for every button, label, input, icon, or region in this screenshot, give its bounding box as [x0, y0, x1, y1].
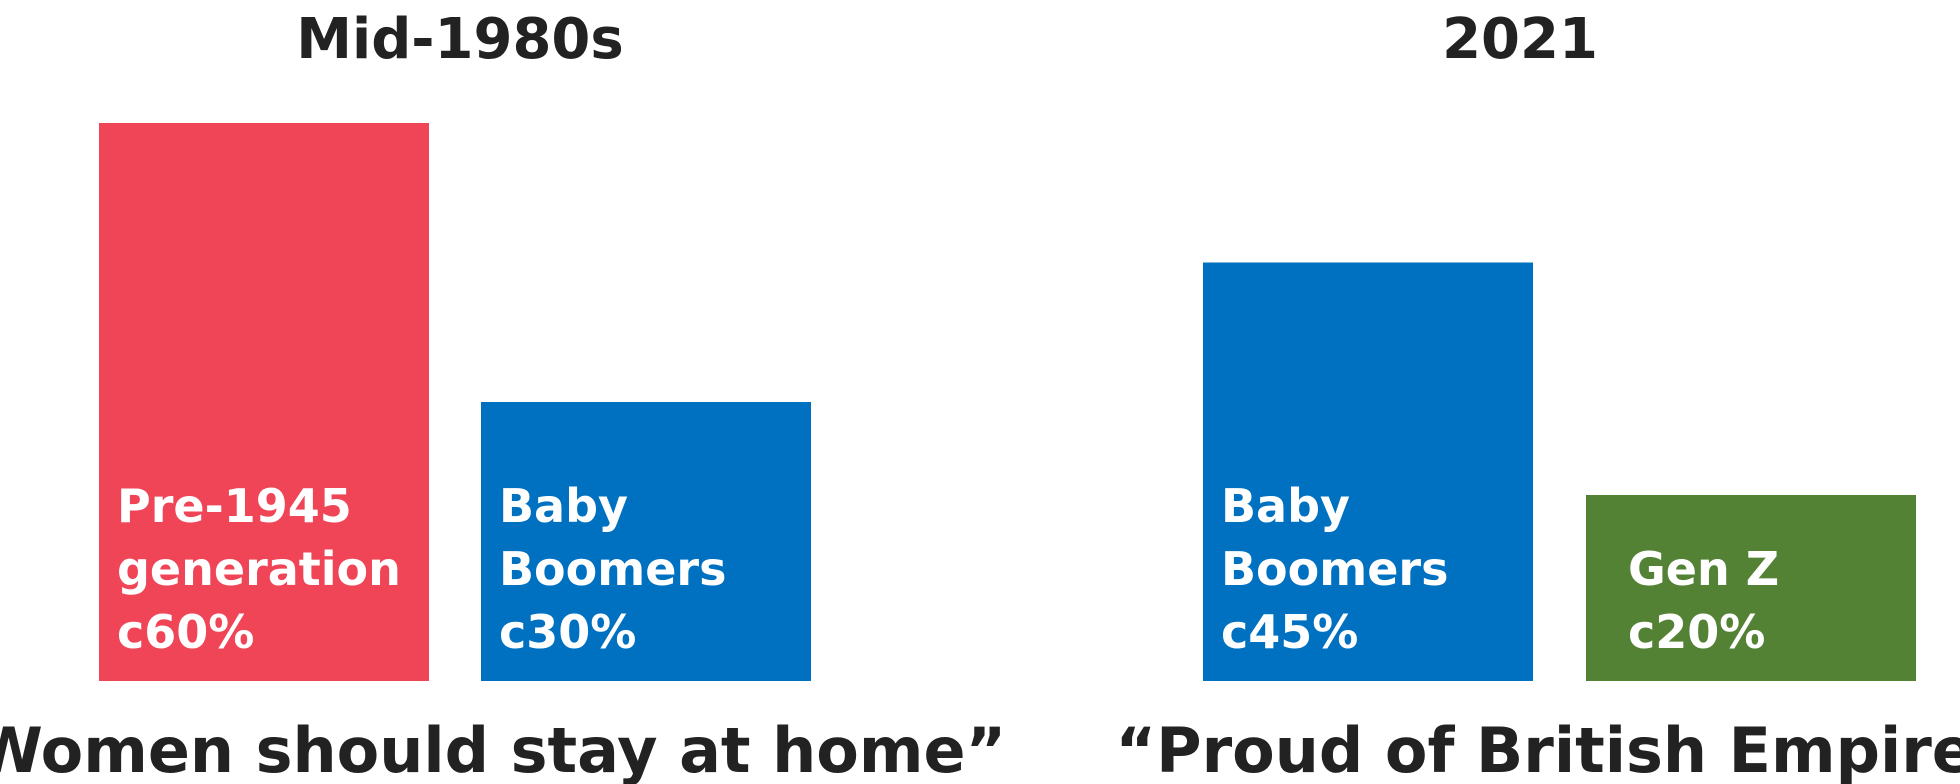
bar-category-label: generation — [117, 542, 401, 596]
bar-category-label: Gen Z — [1628, 542, 1779, 596]
chart-title-1: Mid-1980s — [296, 7, 623, 72]
bar-1-2 — [481, 402, 811, 681]
bar-2-2 — [1586, 495, 1916, 681]
chart-caption-2: “Proud of British Empire” — [1115, 714, 1960, 784]
chart-panel-1: Mid-1980s Pre-1945 generation c60% Baby Boom… — [0, 7, 1006, 784]
bar-value-label: c60% — [117, 605, 254, 659]
bar-value-label: c30% — [499, 605, 636, 659]
bar-category-label: Pre-1945 — [117, 479, 352, 533]
bar-category-label: Baby — [499, 479, 628, 533]
bar-value-label: c45% — [1221, 605, 1358, 659]
bar-category-label: Boomers — [1221, 542, 1448, 596]
bar-value-label: c20% — [1628, 605, 1765, 659]
bar-2-1 — [1203, 262, 1533, 681]
bar-category-label: Baby — [1221, 479, 1350, 533]
bar-group-2: Baby Boomers c45% Gen Z c20% — [1203, 262, 1916, 681]
chart-panel-2: 2021 Baby Boomers c45% Gen Z c20% “Proud of … — [1115, 7, 1960, 784]
bar-group-1: Pre-1945 generation c60% Baby Boomers c30% — [99, 123, 811, 681]
chart-caption-1: “Women should stay at home” — [0, 714, 1006, 784]
chart-title-2: 2021 — [1442, 7, 1598, 72]
bar-category-label: Boomers — [499, 542, 726, 596]
bar-1-1 — [99, 123, 429, 681]
